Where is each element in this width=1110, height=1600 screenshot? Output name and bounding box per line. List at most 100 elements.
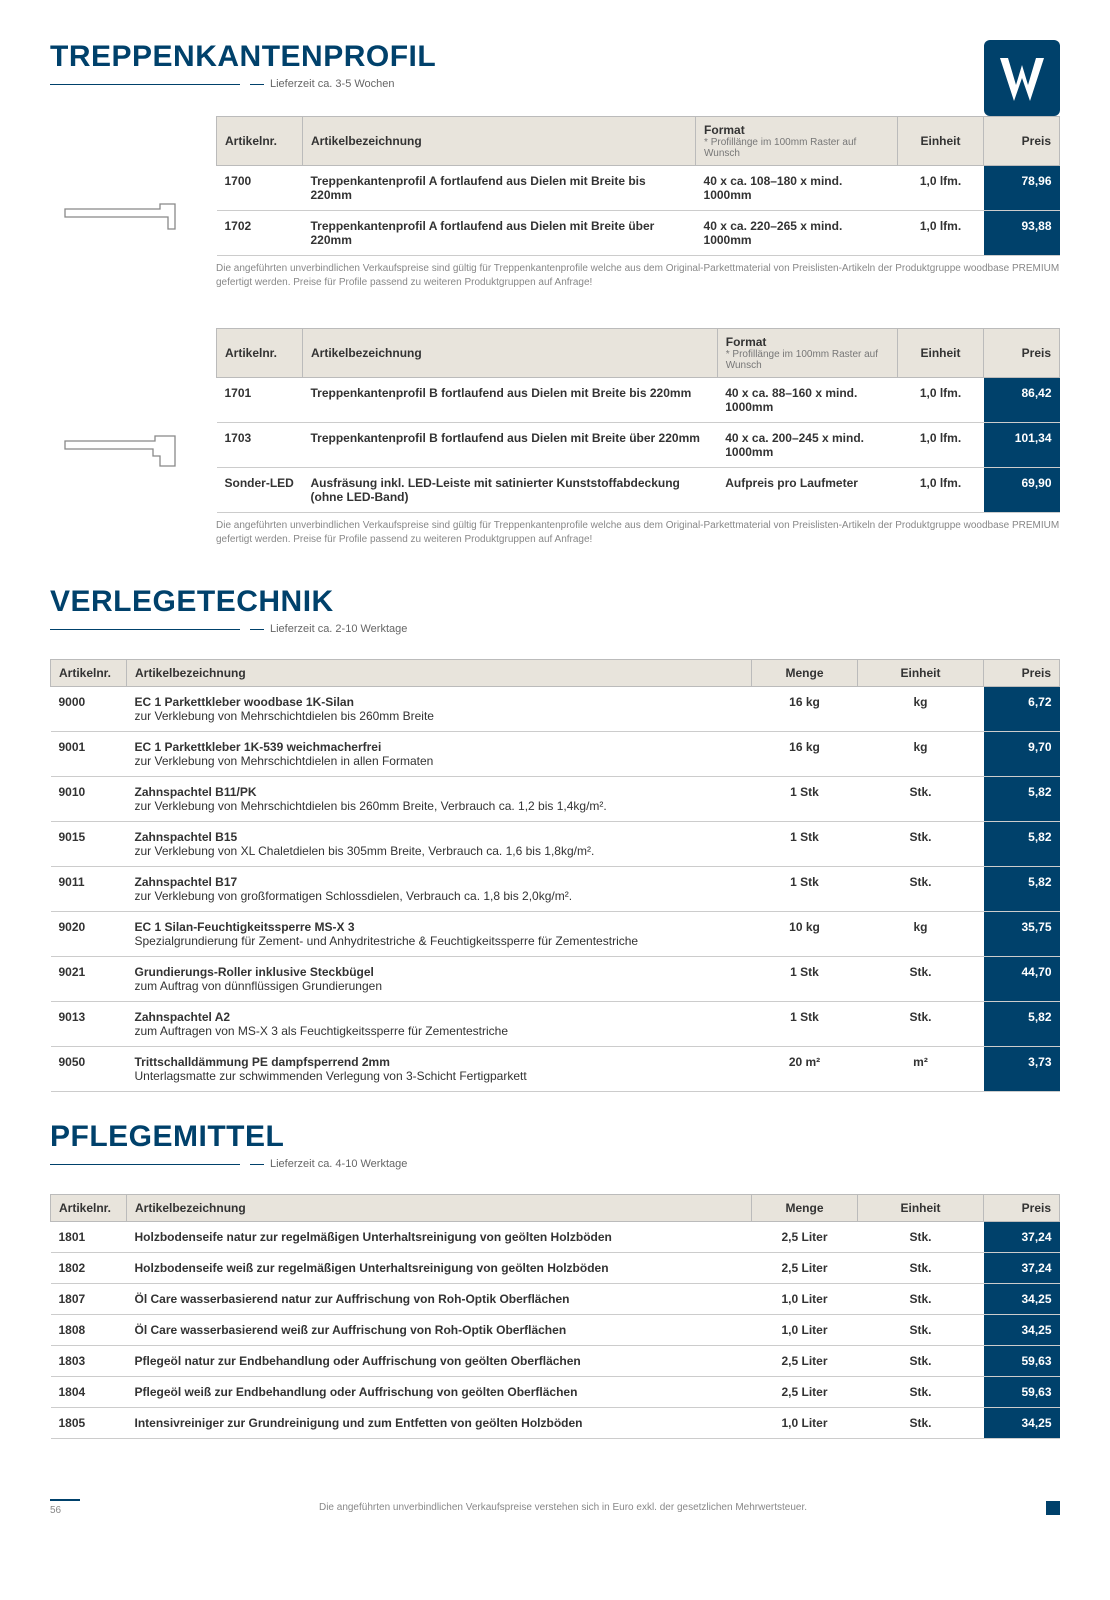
cell-preis: 59,63 xyxy=(984,1346,1060,1377)
table-row: 9015 Zahnspachtel B15zur Verklebung von … xyxy=(51,822,1060,867)
cell-preis: 37,24 xyxy=(984,1222,1060,1253)
cell-preis: 5,82 xyxy=(984,1002,1060,1047)
th-menge: Menge xyxy=(752,660,858,687)
cell-desc: Ausfräsung inkl. LED-Leiste mit satinier… xyxy=(303,468,718,513)
cell-einheit: kg xyxy=(858,912,984,957)
cell-desc: Pflegeöl natur zur Endbehandlung oder Au… xyxy=(127,1346,752,1377)
table-row: Sonder-LED Ausfräsung inkl. LED-Leiste m… xyxy=(217,468,1060,513)
cell-menge: 10 kg xyxy=(752,912,858,957)
table-row: 9011 Zahnspachtel B17zur Verklebung von … xyxy=(51,867,1060,912)
cell-preis: 9,70 xyxy=(984,732,1060,777)
table-row: 9050 Trittschalldämmung PE dampfsperrend… xyxy=(51,1047,1060,1092)
cell-preis: 35,75 xyxy=(984,912,1060,957)
cell-art: 1702 xyxy=(217,211,303,256)
cell-desc: EC 1 Parkettkleber woodbase 1K-Silanzur … xyxy=(127,687,752,732)
page-footer: 56 Die angeführten unverbindlichen Verka… xyxy=(50,1499,1060,1516)
cell-art: 9050 xyxy=(51,1047,127,1092)
th-art: Artikelnr. xyxy=(51,660,127,687)
cell-art: 1808 xyxy=(51,1315,127,1346)
th-desc: Artikelbezeichnung xyxy=(127,660,752,687)
title-underline: Lieferzeit ca. 3-5 Wochen xyxy=(50,78,436,90)
cell-preis: 93,88 xyxy=(984,211,1060,256)
cell-art: 9020 xyxy=(51,912,127,957)
cell-preis: 5,82 xyxy=(984,822,1060,867)
table-row: 1701 Treppenkantenprofil B fortlaufend a… xyxy=(217,378,1060,423)
th-desc: Artikelbezeichnung xyxy=(303,329,718,378)
table-row: 1804 Pflegeöl weiß zur Endbehandlung ode… xyxy=(51,1377,1060,1408)
note-a: Die angeführten unverbindlichen Verkaufs… xyxy=(216,262,1060,290)
cell-preis: 69,90 xyxy=(984,468,1060,513)
cell-preis: 5,82 xyxy=(984,867,1060,912)
cell-art: 9000 xyxy=(51,687,127,732)
th-format: Format* Profillänge im 100mm Raster auf … xyxy=(696,117,898,166)
cell-desc: EC 1 Silan-Feuchtigkeitssperre MS-X 3Spe… xyxy=(127,912,752,957)
th-einheit: Einheit xyxy=(898,329,984,378)
cell-menge: 2,5 Liter xyxy=(752,1377,858,1408)
cell-menge: 1,0 Liter xyxy=(752,1284,858,1315)
cell-einheit: kg xyxy=(858,732,984,777)
cell-desc: Intensivreiniger zur Grundreinigung und … xyxy=(127,1408,752,1439)
cell-desc: Holzbodenseife weiß zur regelmäßigen Unt… xyxy=(127,1253,752,1284)
cell-einheit: 1,0 lfm. xyxy=(898,211,984,256)
cell-einheit: 1,0 lfm. xyxy=(898,423,984,468)
cell-desc: Pflegeöl weiß zur Endbehandlung oder Auf… xyxy=(127,1377,752,1408)
cell-art: 1701 xyxy=(217,378,303,423)
table-row: 9020 EC 1 Silan-Feuchtigkeitssperre MS-X… xyxy=(51,912,1060,957)
profile-a-icon xyxy=(50,116,200,312)
table-row: 1702 Treppenkantenprofil A fortlaufend a… xyxy=(217,211,1060,256)
cell-preis: 3,73 xyxy=(984,1047,1060,1092)
cell-menge: 1 Stk xyxy=(752,957,858,1002)
cell-einheit: Stk. xyxy=(858,867,984,912)
cell-art: 1803 xyxy=(51,1346,127,1377)
cell-art: 9011 xyxy=(51,867,127,912)
cell-desc: Zahnspachtel B17zur Verklebung von großf… xyxy=(127,867,752,912)
th-preis: Preis xyxy=(984,1195,1060,1222)
brand-logo xyxy=(984,40,1060,116)
th-art: Artikelnr. xyxy=(217,117,303,166)
cell-art: 9015 xyxy=(51,822,127,867)
cell-art: 9001 xyxy=(51,732,127,777)
pflege-table: Artikelnr. Artikelbezeichnung Menge Einh… xyxy=(50,1194,1060,1439)
table-row: 1801 Holzbodenseife natur zur regelmäßig… xyxy=(51,1222,1060,1253)
cell-menge: 16 kg xyxy=(752,687,858,732)
cell-art: Sonder-LED xyxy=(217,468,303,513)
cell-preis: 34,25 xyxy=(984,1408,1060,1439)
cell-einheit: Stk. xyxy=(858,1408,984,1439)
cell-menge: 1 Stk xyxy=(752,822,858,867)
cell-desc: Zahnspachtel B11/PKzur Verklebung von Me… xyxy=(127,777,752,822)
cell-desc: Treppenkantenprofil A fortlaufend aus Di… xyxy=(303,211,696,256)
cell-desc: Grundierungs-Roller inklusive Steckbügel… xyxy=(127,957,752,1002)
cell-desc: Trittschalldämmung PE dampfsperrend 2mmU… xyxy=(127,1047,752,1092)
cell-menge: 1 Stk xyxy=(752,777,858,822)
cell-art: 1700 xyxy=(217,166,303,211)
cell-einheit: Stk. xyxy=(858,1346,984,1377)
cell-desc: Treppenkantenprofil B fortlaufend aus Di… xyxy=(303,423,718,468)
lieferzeit-pflege: Lieferzeit ca. 4-10 Werktage xyxy=(270,1158,407,1170)
cell-einheit: Stk. xyxy=(858,822,984,867)
cell-einheit: Stk. xyxy=(858,957,984,1002)
cell-desc: Treppenkantenprofil A fortlaufend aus Di… xyxy=(303,166,696,211)
footer-brand-square xyxy=(1046,1501,1060,1515)
cell-desc: Zahnspachtel A2zum Auftragen von MS-X 3 … xyxy=(127,1002,752,1047)
cell-einheit: 1,0 lfm. xyxy=(898,468,984,513)
th-desc: Artikelbezeichnung xyxy=(303,117,696,166)
th-einheit: Einheit xyxy=(858,660,984,687)
th-art: Artikelnr. xyxy=(217,329,303,378)
cell-preis: 44,70 xyxy=(984,957,1060,1002)
cell-preis: 78,96 xyxy=(984,166,1060,211)
table-row: 1808 Öl Care wasserbasierend weiß zur Au… xyxy=(51,1315,1060,1346)
table-row: 1700 Treppenkantenprofil A fortlaufend a… xyxy=(217,166,1060,211)
table-row: 9010 Zahnspachtel B11/PKzur Verklebung v… xyxy=(51,777,1060,822)
section-title-pflege: PFLEGEMITTEL xyxy=(50,1120,1060,1154)
table-row: 9013 Zahnspachtel A2zum Auftragen von MS… xyxy=(51,1002,1060,1047)
lieferzeit-treppen: Lieferzeit ca. 3-5 Wochen xyxy=(270,78,395,90)
cell-einheit: Stk. xyxy=(858,1284,984,1315)
title-underline-verlege: Lieferzeit ca. 2-10 Werktage xyxy=(50,623,1060,635)
lieferzeit-verlege: Lieferzeit ca. 2-10 Werktage xyxy=(270,623,407,635)
cell-art: 1805 xyxy=(51,1408,127,1439)
cell-einheit: Stk. xyxy=(858,1222,984,1253)
cell-format: 40 x ca. 108–180 x mind. 1000mm xyxy=(696,166,898,211)
cell-menge: 1 Stk xyxy=(752,867,858,912)
cell-einheit: Stk. xyxy=(858,1377,984,1408)
cell-art: 1802 xyxy=(51,1253,127,1284)
